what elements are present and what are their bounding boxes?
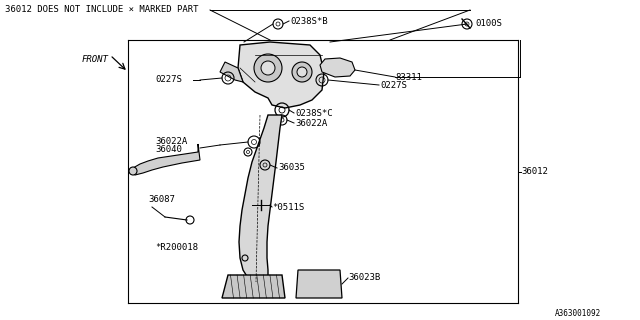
Text: 36035: 36035 — [278, 164, 305, 172]
Circle shape — [254, 54, 282, 82]
Circle shape — [292, 62, 312, 82]
Text: A363001092: A363001092 — [555, 308, 601, 317]
Text: 36022A: 36022A — [295, 118, 327, 127]
Polygon shape — [132, 144, 200, 175]
Text: 0100S: 0100S — [475, 19, 502, 28]
Text: 0238S*C: 0238S*C — [295, 108, 333, 117]
Circle shape — [261, 61, 275, 75]
Text: 36023B: 36023B — [348, 274, 380, 283]
Text: 83311: 83311 — [395, 73, 422, 82]
Text: *0511S: *0511S — [272, 203, 304, 212]
Polygon shape — [238, 42, 324, 108]
Circle shape — [297, 67, 307, 77]
Text: 36087: 36087 — [148, 196, 175, 204]
Text: 36012: 36012 — [521, 167, 548, 177]
Text: 0227S: 0227S — [155, 76, 182, 84]
Text: 0238S*B: 0238S*B — [290, 17, 328, 26]
Text: *R200018: *R200018 — [155, 244, 198, 252]
Polygon shape — [220, 62, 243, 82]
Polygon shape — [222, 275, 285, 298]
Polygon shape — [239, 115, 282, 284]
Polygon shape — [320, 58, 355, 77]
Text: 36040: 36040 — [155, 146, 182, 155]
Text: 0227S: 0227S — [380, 81, 407, 90]
Circle shape — [129, 167, 137, 175]
Polygon shape — [296, 270, 342, 298]
Text: FRONT: FRONT — [82, 55, 109, 65]
Text: 36022A: 36022A — [155, 138, 188, 147]
Text: 36012 DOES NOT INCLUDE × MARKED PART: 36012 DOES NOT INCLUDE × MARKED PART — [5, 4, 198, 13]
